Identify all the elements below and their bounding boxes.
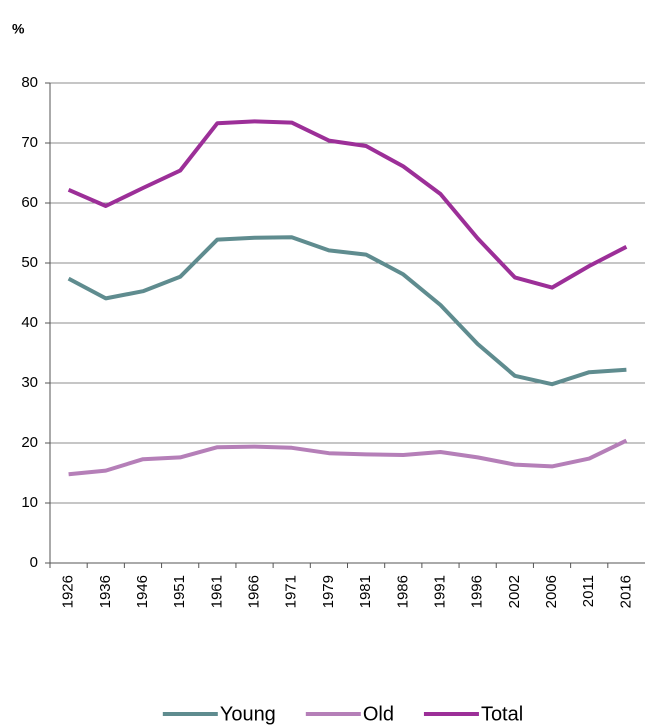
y-tick-label: 30 [21, 374, 38, 391]
x-tick-label: 1986 [394, 575, 411, 608]
y-tick-label: 10 [21, 494, 38, 511]
x-tick-label: 1951 [171, 575, 188, 608]
x-tick-label: 2002 [506, 575, 523, 608]
line-series [67, 119, 628, 290]
x-tick-label: 1979 [320, 575, 337, 608]
x-tick-label: 1971 [283, 575, 300, 608]
y-axis-label: % [12, 21, 25, 37]
legend-label: Young [220, 703, 276, 725]
legend-label: Old [363, 703, 394, 725]
y-tick-label: 40 [21, 314, 38, 331]
y-tick-label: 50 [21, 254, 38, 271]
y-tick-label: 60 [21, 194, 38, 211]
x-tick-label: 2016 [617, 575, 634, 608]
legend: Young Old Total [162, 703, 523, 725]
x-tick-label: 1966 [246, 575, 263, 608]
y-tick-label: 70 [21, 134, 38, 151]
x-tick-label: 1946 [134, 575, 151, 608]
x-tick-label: 2011 [580, 575, 597, 607]
y-tick-label: 80 [21, 74, 38, 91]
x-tick-label: 2006 [543, 575, 560, 608]
y-tick-label: 20 [21, 434, 38, 451]
x-tick-label: 1926 [60, 575, 77, 608]
legend-label: Total [481, 703, 523, 725]
line-series [67, 235, 627, 387]
line-series [68, 438, 628, 477]
y-tick-label: 0 [30, 554, 38, 571]
x-tick-label: 1981 [357, 575, 374, 608]
x-tick-label: 1996 [469, 575, 486, 608]
x-tick-label: 1961 [208, 575, 225, 608]
x-tick-label: 1936 [97, 575, 114, 608]
x-tick-label: 1991 [431, 575, 448, 608]
